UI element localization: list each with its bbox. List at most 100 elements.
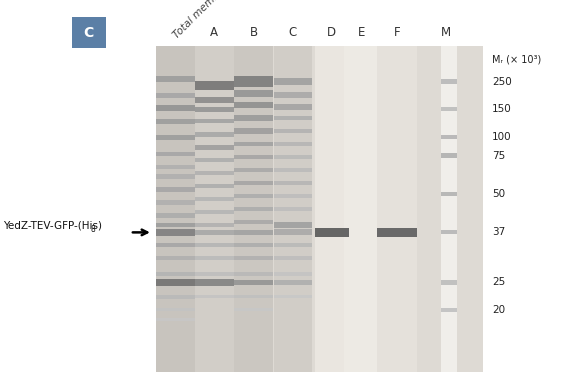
- Bar: [156, 165, 195, 169]
- Bar: [234, 279, 273, 285]
- Text: 150: 150: [492, 104, 512, 114]
- Bar: [441, 135, 457, 139]
- Bar: [195, 107, 234, 113]
- Bar: [273, 92, 312, 98]
- Text: 50: 50: [492, 189, 505, 199]
- Bar: [156, 119, 195, 123]
- Bar: [441, 153, 457, 158]
- Text: 75: 75: [492, 151, 505, 161]
- Bar: [195, 197, 234, 201]
- Bar: [156, 76, 195, 82]
- Bar: [273, 78, 312, 85]
- Bar: [195, 158, 234, 162]
- Bar: [156, 105, 195, 111]
- Bar: [441, 79, 457, 84]
- Bar: [273, 194, 312, 198]
- Bar: [156, 243, 195, 247]
- Bar: [195, 272, 234, 276]
- Bar: [273, 280, 312, 285]
- Bar: [234, 142, 273, 146]
- Bar: [156, 308, 195, 312]
- Bar: [195, 171, 234, 175]
- FancyBboxPatch shape: [72, 17, 106, 48]
- Bar: [273, 295, 312, 298]
- Bar: [156, 46, 195, 372]
- Text: Total membranes: Total membranes: [171, 0, 242, 41]
- Bar: [156, 223, 195, 227]
- Bar: [234, 272, 273, 276]
- Bar: [156, 135, 195, 140]
- Bar: [195, 184, 234, 188]
- Bar: [156, 279, 195, 286]
- Bar: [156, 200, 195, 205]
- Text: YedZ-TEV-GFP-(His): YedZ-TEV-GFP-(His): [3, 221, 102, 230]
- Bar: [156, 152, 195, 156]
- Bar: [195, 243, 234, 247]
- Text: E: E: [358, 26, 365, 39]
- Bar: [273, 155, 312, 159]
- Bar: [234, 168, 273, 172]
- Bar: [156, 272, 195, 276]
- Bar: [273, 46, 312, 372]
- Bar: [378, 228, 416, 237]
- Text: M: M: [441, 26, 451, 39]
- Text: A: A: [210, 26, 219, 39]
- Bar: [234, 194, 273, 198]
- Bar: [195, 132, 234, 137]
- Bar: [378, 46, 416, 372]
- Bar: [315, 228, 349, 237]
- Bar: [273, 222, 312, 228]
- Text: 8: 8: [90, 225, 95, 234]
- Bar: [195, 210, 234, 214]
- Bar: [156, 318, 195, 321]
- Text: F: F: [394, 26, 400, 39]
- Bar: [195, 279, 234, 286]
- Bar: [156, 295, 195, 299]
- Bar: [273, 229, 312, 235]
- Bar: [157, 46, 483, 372]
- Bar: [195, 97, 234, 103]
- Text: 25: 25: [492, 277, 505, 288]
- Bar: [234, 308, 273, 312]
- Bar: [234, 256, 273, 260]
- Bar: [156, 256, 195, 260]
- Text: D: D: [327, 26, 336, 39]
- Bar: [195, 119, 234, 123]
- Bar: [156, 187, 195, 192]
- Bar: [441, 308, 457, 312]
- Bar: [156, 175, 195, 178]
- Bar: [344, 46, 378, 372]
- Bar: [195, 81, 234, 89]
- Bar: [195, 46, 234, 372]
- Bar: [315, 46, 349, 372]
- Bar: [441, 230, 457, 235]
- Text: C: C: [84, 26, 94, 40]
- Bar: [234, 207, 273, 211]
- Bar: [273, 116, 312, 120]
- Text: Mᵣ (× 10³): Mᵣ (× 10³): [492, 55, 541, 65]
- Bar: [273, 272, 312, 276]
- Text: 20: 20: [492, 305, 505, 315]
- Text: C: C: [288, 26, 297, 39]
- Bar: [195, 223, 234, 227]
- Bar: [195, 145, 234, 150]
- Bar: [234, 102, 273, 108]
- Bar: [195, 230, 234, 235]
- Bar: [234, 181, 273, 185]
- Bar: [273, 104, 312, 110]
- Bar: [195, 295, 234, 298]
- Text: B: B: [249, 26, 257, 39]
- Bar: [234, 90, 273, 97]
- Bar: [441, 192, 457, 196]
- Bar: [273, 207, 312, 211]
- Bar: [156, 213, 195, 217]
- Bar: [234, 46, 273, 372]
- Bar: [441, 46, 457, 372]
- Bar: [273, 129, 312, 133]
- Bar: [195, 256, 234, 260]
- Bar: [156, 229, 195, 236]
- Bar: [234, 220, 273, 224]
- Bar: [441, 107, 457, 111]
- Bar: [273, 142, 312, 146]
- Bar: [273, 256, 312, 260]
